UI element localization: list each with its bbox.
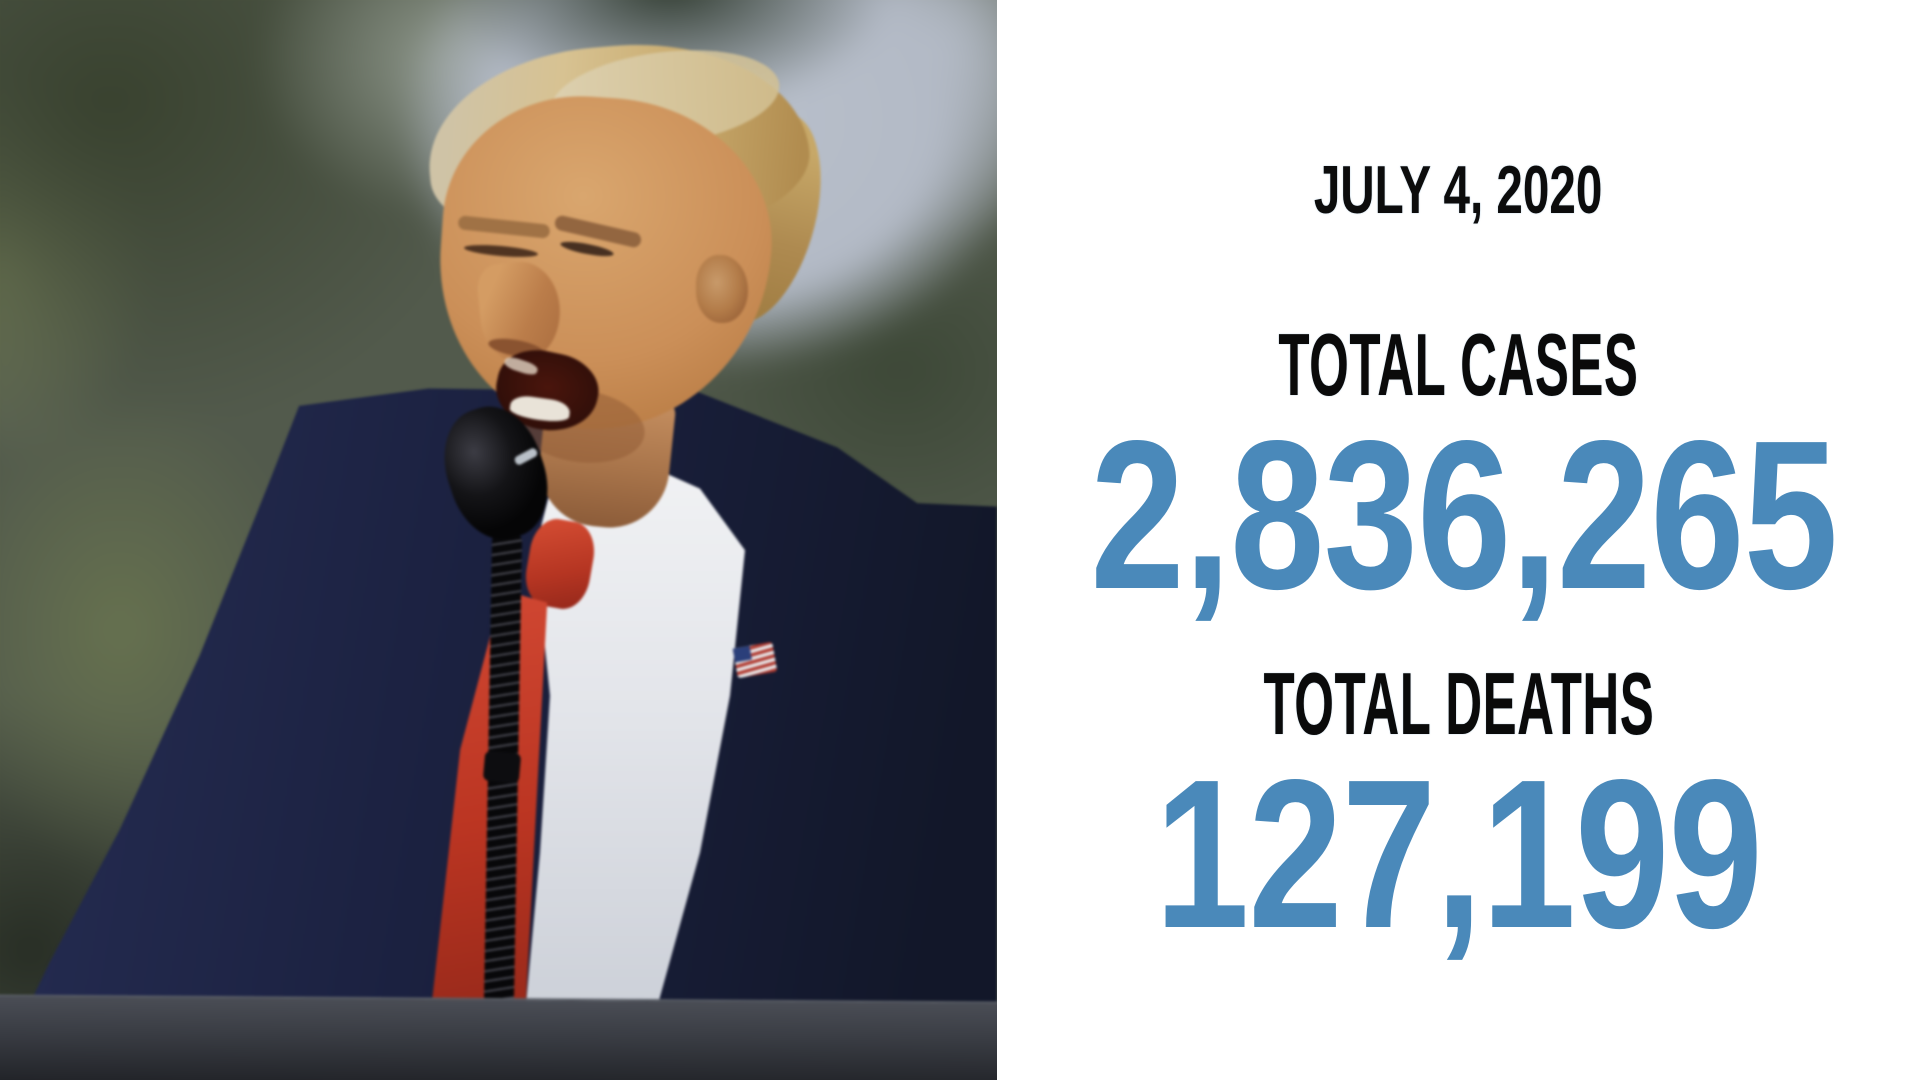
cable-clip	[482, 750, 522, 784]
total-deaths-label: TOTAL DEATHS	[1263, 654, 1654, 753]
stats-panel: JULY 4, 2020 TOTAL CASES 2,836,265 TOTAL…	[997, 0, 1920, 1080]
ear	[696, 255, 748, 323]
total-cases-value: 2,836,265	[1090, 396, 1838, 633]
total-deaths-value: 127,199	[1154, 735, 1763, 972]
total-cases-label: TOTAL CASES	[1278, 315, 1639, 414]
photo-scene	[0, 29, 997, 1080]
head	[420, 29, 840, 471]
date-text: JULY 4, 2020	[1314, 152, 1603, 228]
flag-canton	[732, 645, 752, 663]
speaker-photo	[0, 0, 997, 1080]
podium	[0, 994, 997, 1080]
